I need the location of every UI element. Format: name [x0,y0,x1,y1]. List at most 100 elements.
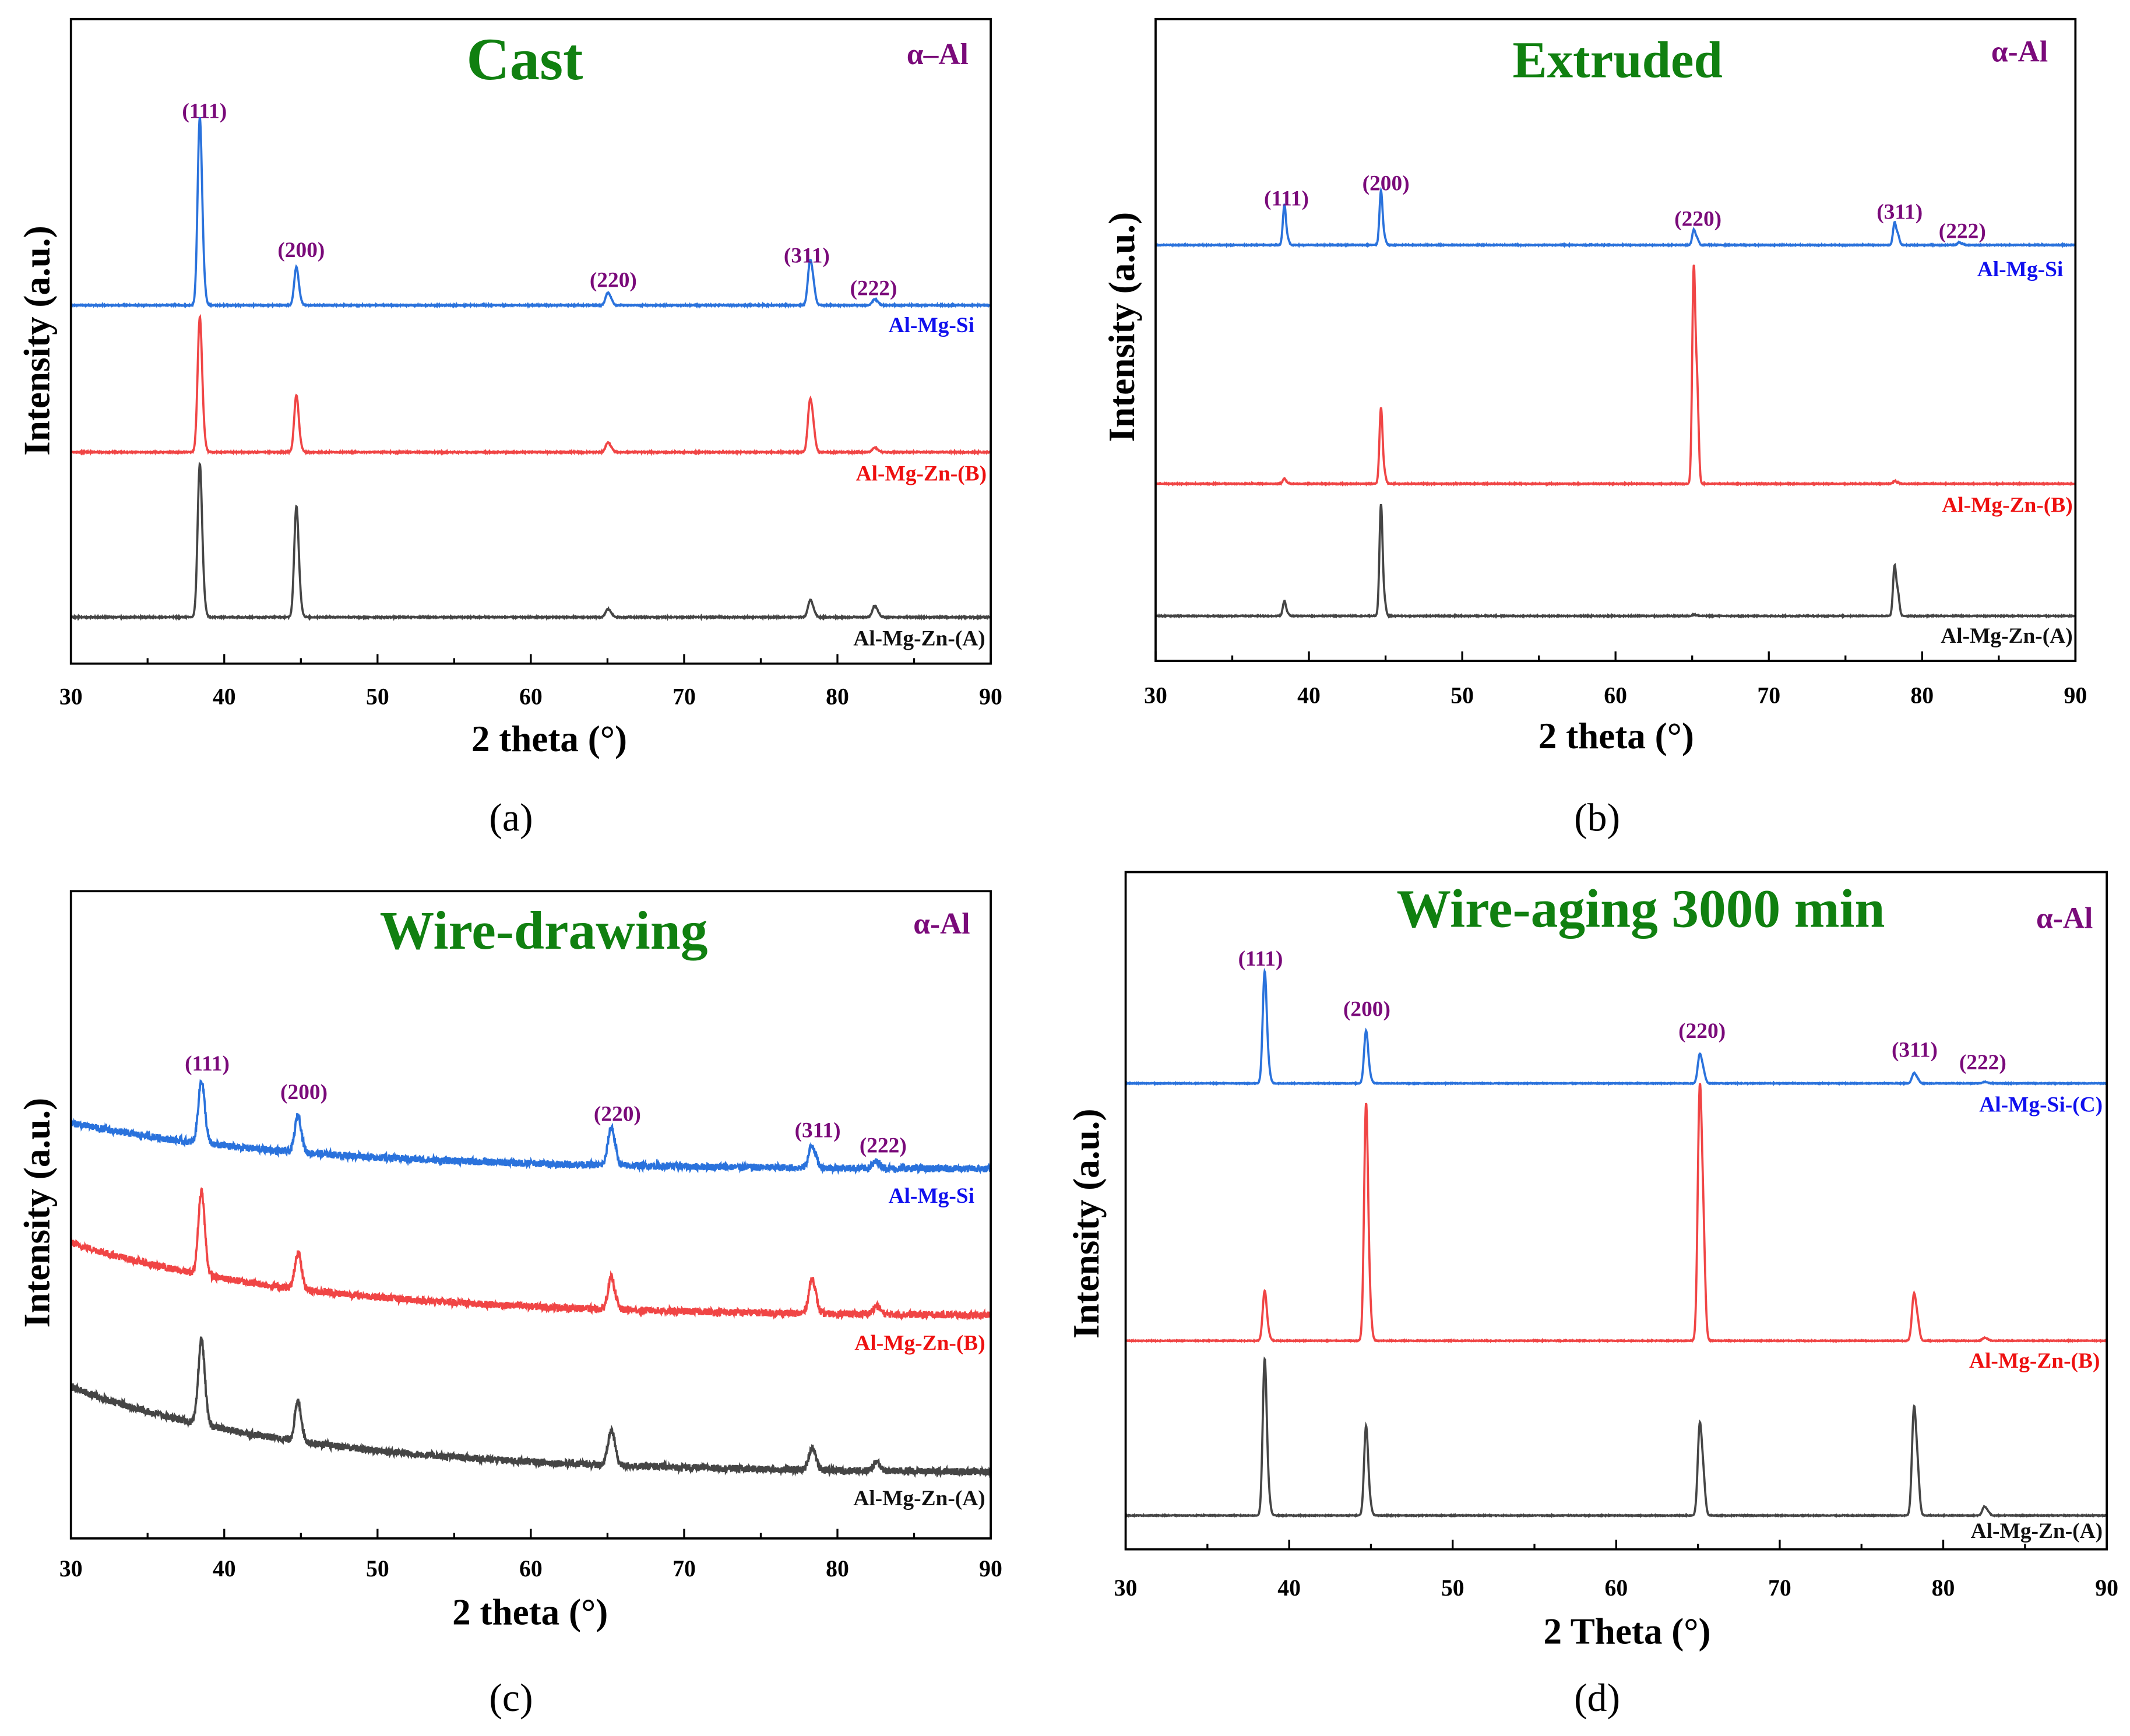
plot-frame [1154,17,2077,662]
panel-c: Al-Mg-Si Al-Mg-Zn-(B) Al-Mg-Zn-(A) 30 40 50 60… [17,890,1002,1720]
x-axis-label: 2 Theta (°) [1544,1611,1711,1652]
hkl-label: (220) [590,269,637,293]
series-line-black [70,462,992,621]
series-line-blue [70,117,992,309]
hkl-label: (200) [277,238,325,262]
x-tick-label: 50 [1441,1575,1464,1601]
x-tick-label: 80 [826,684,849,710]
series-line-red [70,314,992,456]
series-label: Al-Mg-Si [1977,258,2064,281]
panel-title: Wire-drawing [380,901,708,961]
x-tick-label: 70 [1768,1575,1791,1601]
series-label: Al-Mg-Zn-(B) [854,1331,985,1355]
hkl-label: (222) [1959,1051,2006,1075]
x-tick-label: 90 [979,684,1002,710]
panel-a: Al-Mg-Si Al-Mg-Zn-(B) Al-Mg-Zn-(A) 30 40 50 60… [17,17,1002,840]
series-label: Al-Mg-Si-(C) [1979,1093,2103,1117]
series-line-red [1155,264,2076,487]
x-tick-label: 40 [1297,682,1321,708]
plot-frame [69,890,992,1540]
x-tick-label: 90 [2095,1575,2118,1601]
series-label: Al-Mg-Si [888,1184,974,1208]
x-axis-label: 2 theta (°) [452,1592,608,1633]
panel-letter: (c) [489,1676,533,1720]
y-axis-label: Intensity (a.u.) [17,226,58,456]
plot-frame [1124,871,2108,1551]
hkl-label: (200) [1363,172,1410,196]
x-axis-label: 2 theta (°) [471,719,627,759]
panel-b: Al-Mg-Si Al-Mg-Zn-(B) Al-Mg-Zn-(A) 30 40 50 60… [1101,17,2087,840]
hkl-label: (111) [182,100,227,124]
hkl-label: (222) [850,277,897,301]
x-tick-label: 70 [1757,682,1780,708]
phase-label: α-Al [913,907,970,941]
x-tick-label: 70 [673,1556,696,1582]
x-tick-label: 80 [826,1556,849,1582]
hkl-label: (222) [1939,219,1986,243]
hkl-label: (111) [1238,947,1283,971]
x-tick-label: 50 [366,684,389,710]
series-label: Al-Mg-Zn-(A) [1941,624,2072,648]
x-tick-label: 90 [2064,682,2087,708]
x-axis-label: 2 theta (°) [1538,716,1694,756]
series-line-blue [69,1079,992,1175]
hkl-label: (220) [1678,1019,1726,1043]
panel-letter: (d) [1574,1676,1620,1720]
x-tick-label: 50 [1450,682,1474,708]
series-line-black [1154,503,2076,619]
x-tick-label: 40 [1277,1575,1301,1601]
panel-title: Cast [466,26,583,93]
x-tick-label: 60 [519,684,543,710]
series-label: Al-Mg-Si [888,314,974,337]
x-tick-label: 30 [59,1556,83,1582]
x-tick-label: 80 [1932,1575,1955,1601]
x-tick-label: 40 [213,684,236,710]
series-line-black [70,1336,992,1478]
hkl-label: (200) [1343,998,1390,1022]
hkl-label: (222) [860,1133,907,1157]
panel-letter: (b) [1574,796,1620,840]
series-label: Al-Mg-Zn-(B) [1969,1349,2100,1373]
panel-d: Al-Mg-Si-(C) Al-Mg-Zn-(B) Al-Mg-Zn-(A) 30 40… [1066,871,2118,1720]
series-label: Al-Mg-Zn-(A) [1971,1519,2103,1543]
x-tick-label: 30 [1144,682,1167,708]
series-line-blue [1125,967,2107,1086]
hkl-label: (311) [1876,200,1923,224]
x-tick-label: 70 [673,684,696,710]
x-tick-label: 60 [1604,682,1627,708]
series-line-red [70,1187,992,1321]
hkl-label: (200) [280,1080,328,1104]
hkl-label: (311) [1892,1038,1938,1062]
series-line-red [1124,1083,2108,1344]
series-label: Al-Mg-Zn-(B) [856,462,987,486]
panel-title: Wire-aging 3000 min [1396,879,1885,939]
hkl-label: (311) [784,244,830,268]
y-axis-label: Intensity (a.u.) [1066,1109,1107,1339]
y-axis-label: Intensity (a.u.) [1101,212,1142,442]
hkl-label: (311) [795,1119,841,1143]
panel-letter: (a) [489,796,533,840]
series-label: Al-Mg-Zn-(A) [853,1487,985,1510]
x-tick-label: 60 [519,1556,543,1582]
phase-label: α-Al [1991,35,2048,68]
series-line-blue [1155,186,2076,248]
hkl-label: (220) [594,1103,641,1126]
panel-title: Extruded [1512,32,1722,89]
phase-label: α–Al [907,38,969,71]
hkl-label: (111) [185,1052,230,1076]
series-label: Al-Mg-Zn-(A) [853,627,985,651]
y-axis-label: Intensity (a.u.) [17,1098,58,1328]
x-tick-label: 40 [213,1556,236,1582]
x-tick-label: 30 [59,684,83,710]
x-tick-label: 60 [1604,1575,1628,1601]
hkl-label: (220) [1674,207,1721,231]
series-line-black [1125,1356,2107,1519]
x-tick-label: 90 [979,1556,1002,1582]
hkl-label: (111) [1264,186,1309,210]
x-tick-label: 50 [366,1556,389,1582]
x-tick-label: 30 [1114,1575,1138,1601]
x-tick-label: 80 [1910,682,1934,708]
series-label: Al-Mg-Zn-(B) [1942,493,2072,517]
phase-label: α-Al [2036,902,2093,935]
